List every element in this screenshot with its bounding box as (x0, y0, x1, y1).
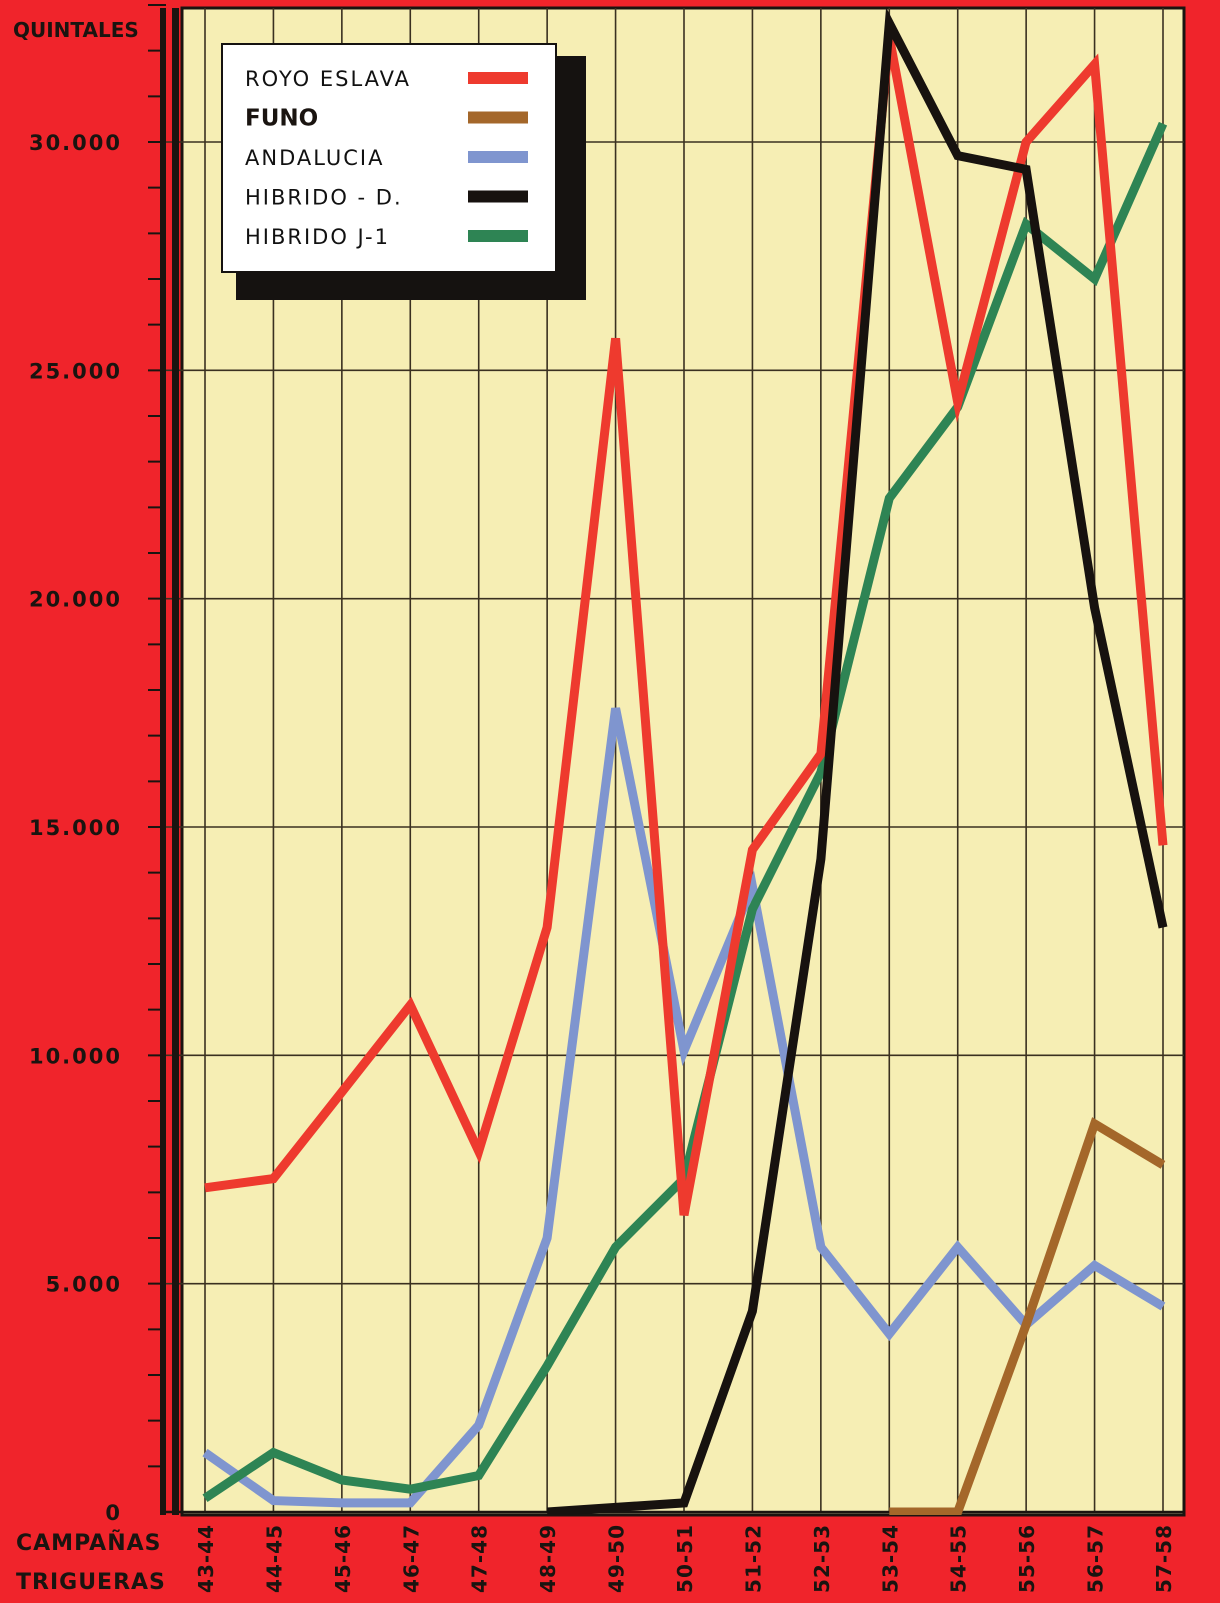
y-tick-label: 30.000 (29, 131, 122, 155)
series-line-andalucia (202, 707, 1166, 1508)
y-tick-label: 0 (105, 1501, 122, 1525)
y-tick-label: 5.000 (46, 1273, 122, 1297)
legend-label: ROYO ESLAVA (245, 67, 411, 91)
x-tick-label: 47-48 (468, 1524, 492, 1593)
legend-swatch (468, 230, 528, 242)
series-lines (202, 8, 1168, 1515)
y-tick-labels: 0 5.000 10.000 15.000 20.000 25.000 30.000 (29, 131, 122, 1525)
y-axis-minor-ticks (148, 3, 166, 1468)
series-line-hibrido-d (546, 8, 1168, 1515)
legend: ROYO ESLAVA FUNO ANDALUCIA HIBRIDO - D. HIBR… (221, 43, 586, 300)
x-axis-title-line2: TRIGUERAS (16, 1570, 166, 1595)
legend-label: HIBRIDO J-1 (245, 225, 390, 249)
plot-border (180, 6, 1186, 1517)
y-axis (160, 8, 179, 1515)
x-tick-label: 43-44 (194, 1524, 218, 1593)
x-tick-label: 51-52 (741, 1524, 765, 1593)
y-tick-label: 10.000 (29, 1044, 122, 1068)
y-axis-title: QUINTALES (13, 18, 139, 42)
x-tick-label: 55-56 (1015, 1524, 1039, 1593)
legend-label: FUNO (245, 106, 318, 132)
x-tick-label: 49-50 (605, 1524, 629, 1593)
y-tick-label: 25.000 (29, 359, 122, 383)
x-tick-label: 45-46 (331, 1524, 355, 1593)
x-tick-label: 56-57 (1084, 1524, 1108, 1593)
legend-swatch (468, 151, 528, 163)
legend-label: ANDALUCIA (245, 146, 385, 170)
y-tick-label: 15.000 (29, 816, 122, 840)
y-tick-label: 20.000 (29, 588, 122, 612)
x-tick-label: 48-49 (536, 1524, 560, 1593)
legend-label: HIBRIDO - D. (245, 186, 403, 210)
legend-swatch (468, 190, 528, 203)
x-tick-label: 44-45 (262, 1524, 286, 1593)
x-axis-title-line1: CAMPAÑAS (16, 1530, 161, 1556)
legend-items: ROYO ESLAVA FUNO ANDALUCIA HIBRIDO - D. HIBR… (245, 67, 528, 249)
x-tick-label: 46-47 (399, 1524, 423, 1593)
legend-swatch (468, 111, 528, 124)
x-tick-label: 53-54 (878, 1524, 902, 1593)
legend-swatch (468, 72, 528, 84)
x-tick-label: 54-55 (947, 1524, 971, 1593)
x-tick-label: 57-58 (1152, 1524, 1176, 1593)
y-axis-bar-outer (160, 8, 166, 1515)
y-axis-bar-inner (172, 8, 179, 1515)
x-tick-labels: 43-44 44-45 45-46 46-47 47-48 48-49 49-50 50-51… (194, 1524, 1176, 1593)
series-line-royo-eslava (204, 36, 1168, 1217)
x-tick-label: 50-51 (673, 1524, 697, 1593)
series-line-funo (889, 1117, 1166, 1515)
x-tick-label: 52-53 (810, 1524, 834, 1593)
